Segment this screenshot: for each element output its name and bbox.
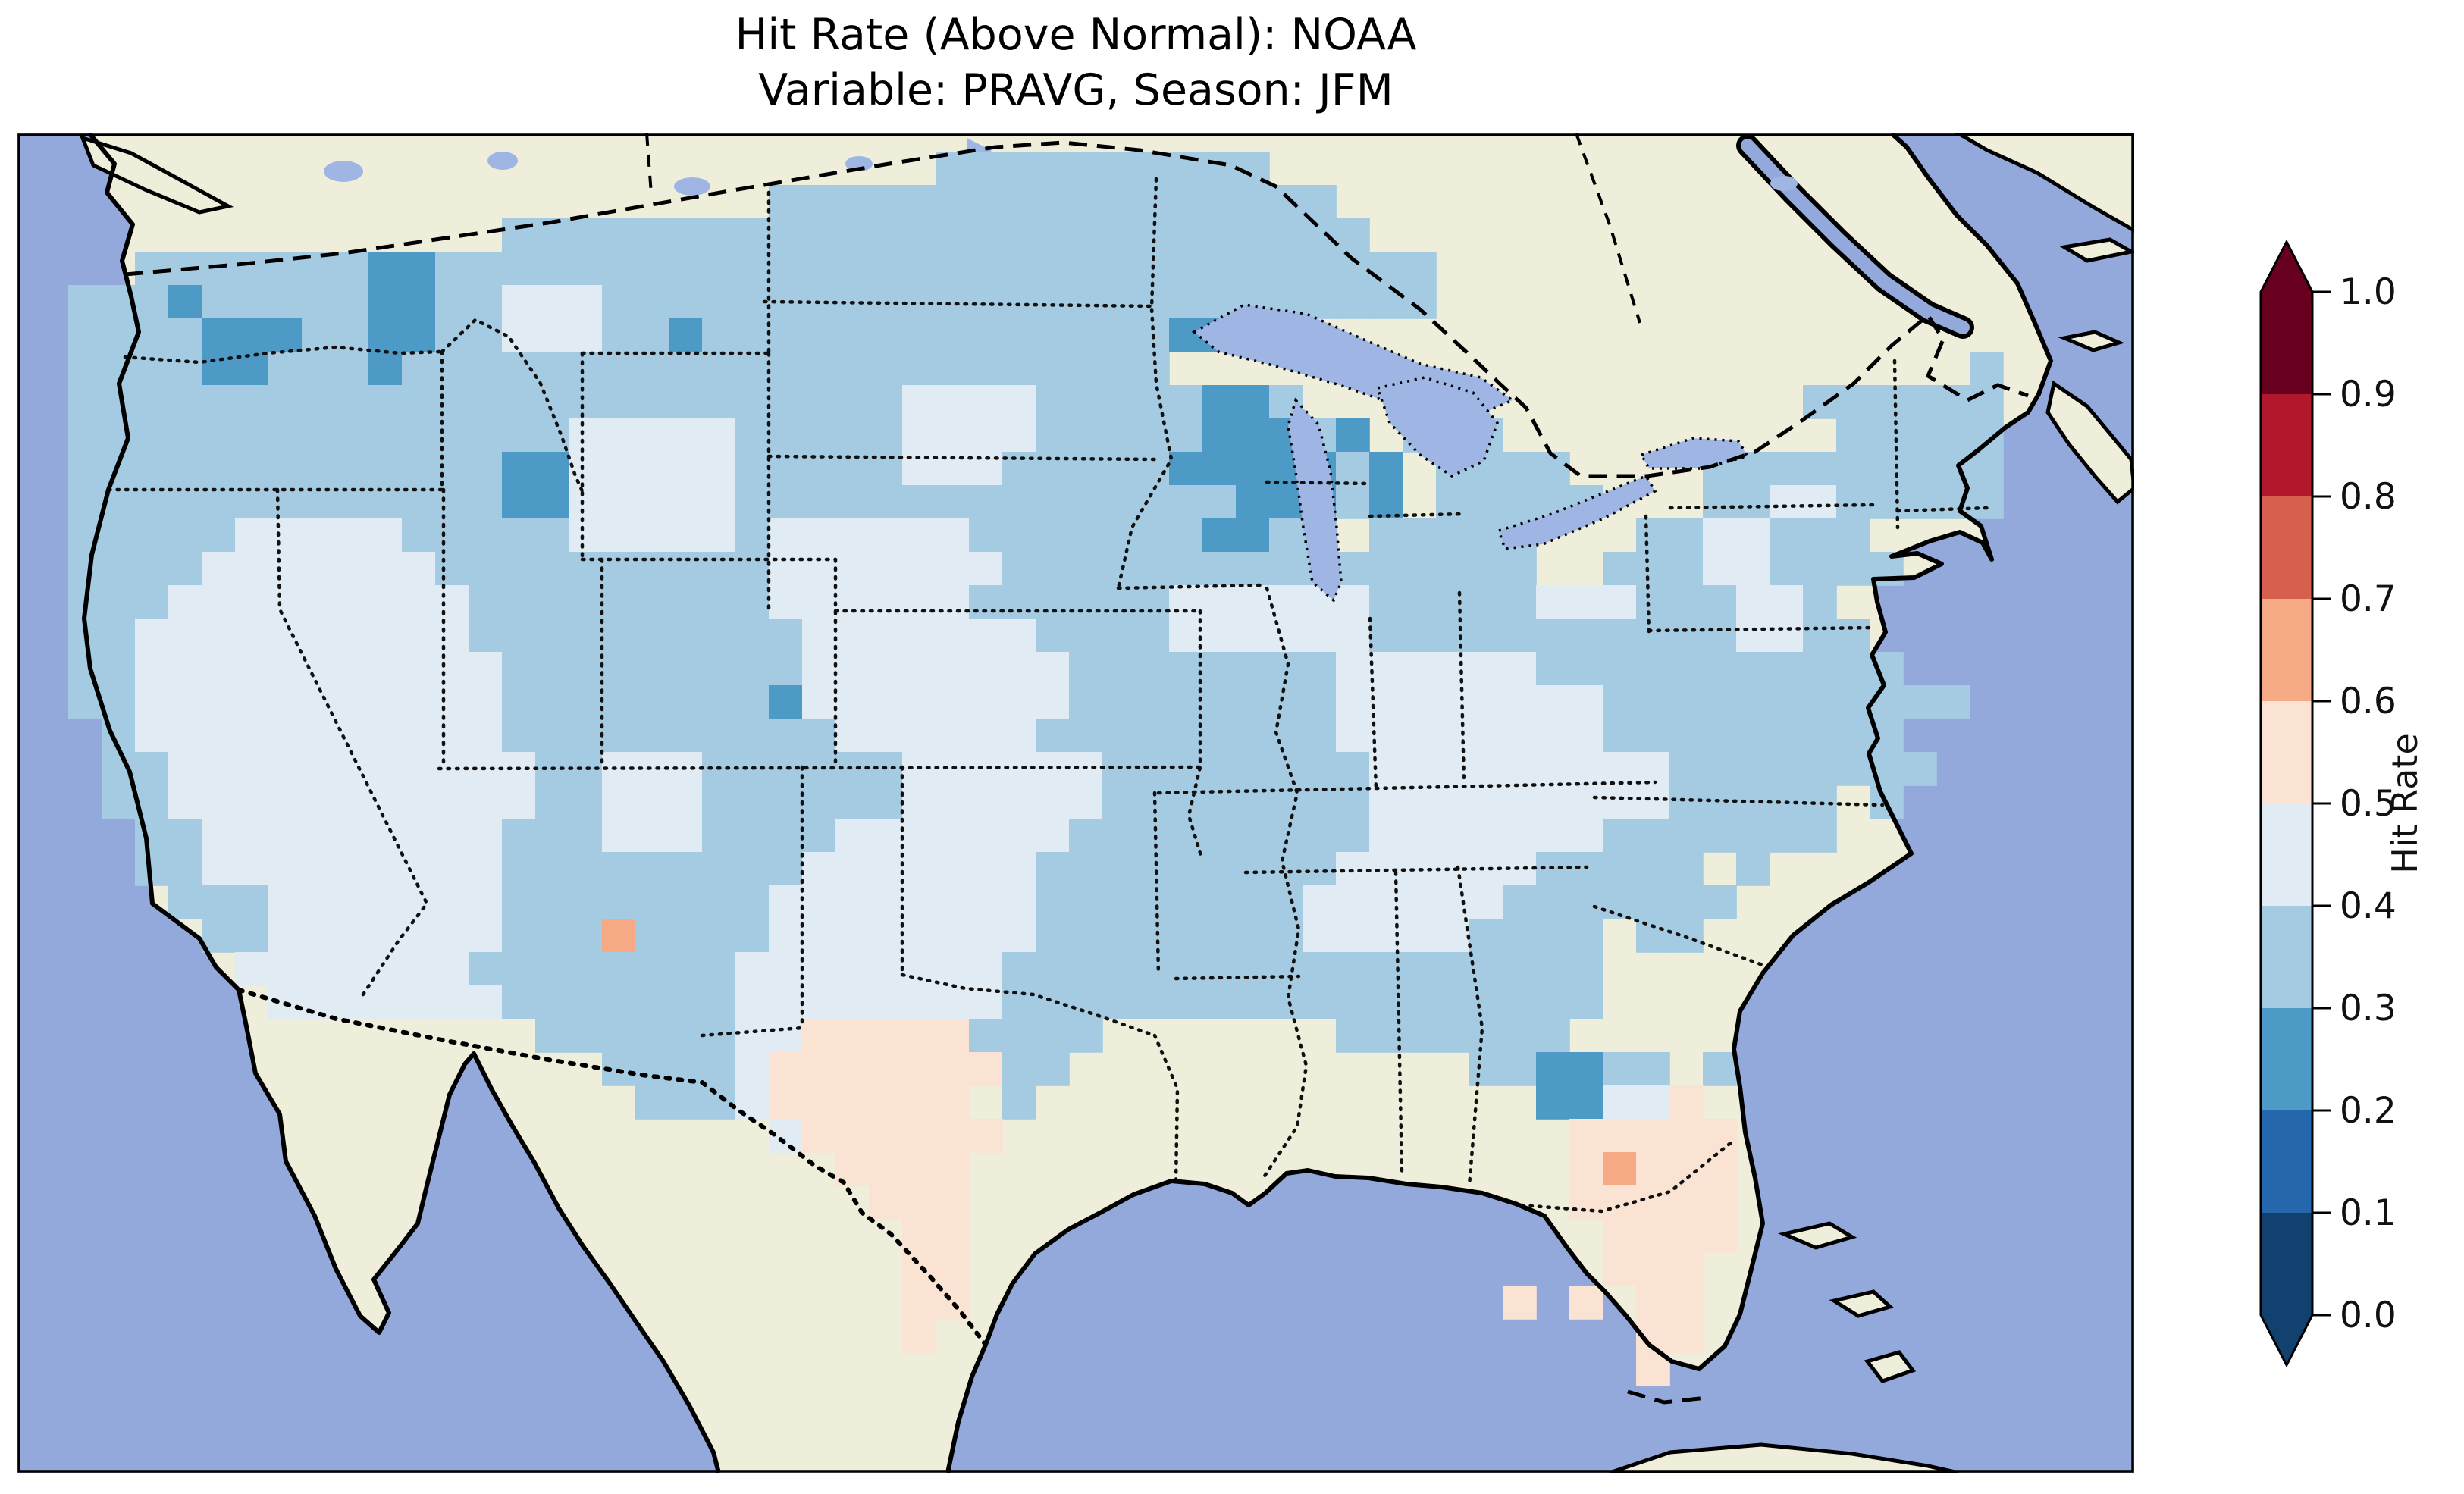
svg-text:0.9: 0.9 (2340, 374, 2397, 415)
svg-text:0.1: 0.1 (2340, 1192, 2397, 1234)
title-line-1: Hit Rate (Above Normal): NOAA (0, 8, 2152, 63)
title-line-2: Variable: PRAVG, Season: JFM (0, 63, 2152, 118)
svg-text:0.3: 0.3 (2340, 988, 2397, 1029)
colorbar: 1.00.90.80.70.60.50.40.30.20.10.0 Hit Ra… (2237, 216, 2464, 1429)
map-area (17, 133, 2134, 1473)
svg-text:0.7: 0.7 (2340, 578, 2397, 620)
svg-text:0.8: 0.8 (2340, 476, 2397, 518)
figure-title: Hit Rate (Above Normal): NOAA Variable: … (0, 8, 2152, 118)
figure-root: Hit Rate (Above Normal): NOAA Variable: … (0, 0, 2464, 1494)
svg-text:0.2: 0.2 (2340, 1090, 2397, 1132)
colorbar-axis-label: Hit Rate (2384, 733, 2425, 874)
svg-text:0.6: 0.6 (2340, 681, 2397, 722)
svg-text:1.0: 1.0 (2340, 271, 2397, 313)
svg-text:0.4: 0.4 (2340, 885, 2397, 927)
us-map-canvas (17, 133, 2134, 1473)
svg-text:0.0: 0.0 (2340, 1295, 2397, 1336)
colorbar-segments (2261, 242, 2312, 1365)
